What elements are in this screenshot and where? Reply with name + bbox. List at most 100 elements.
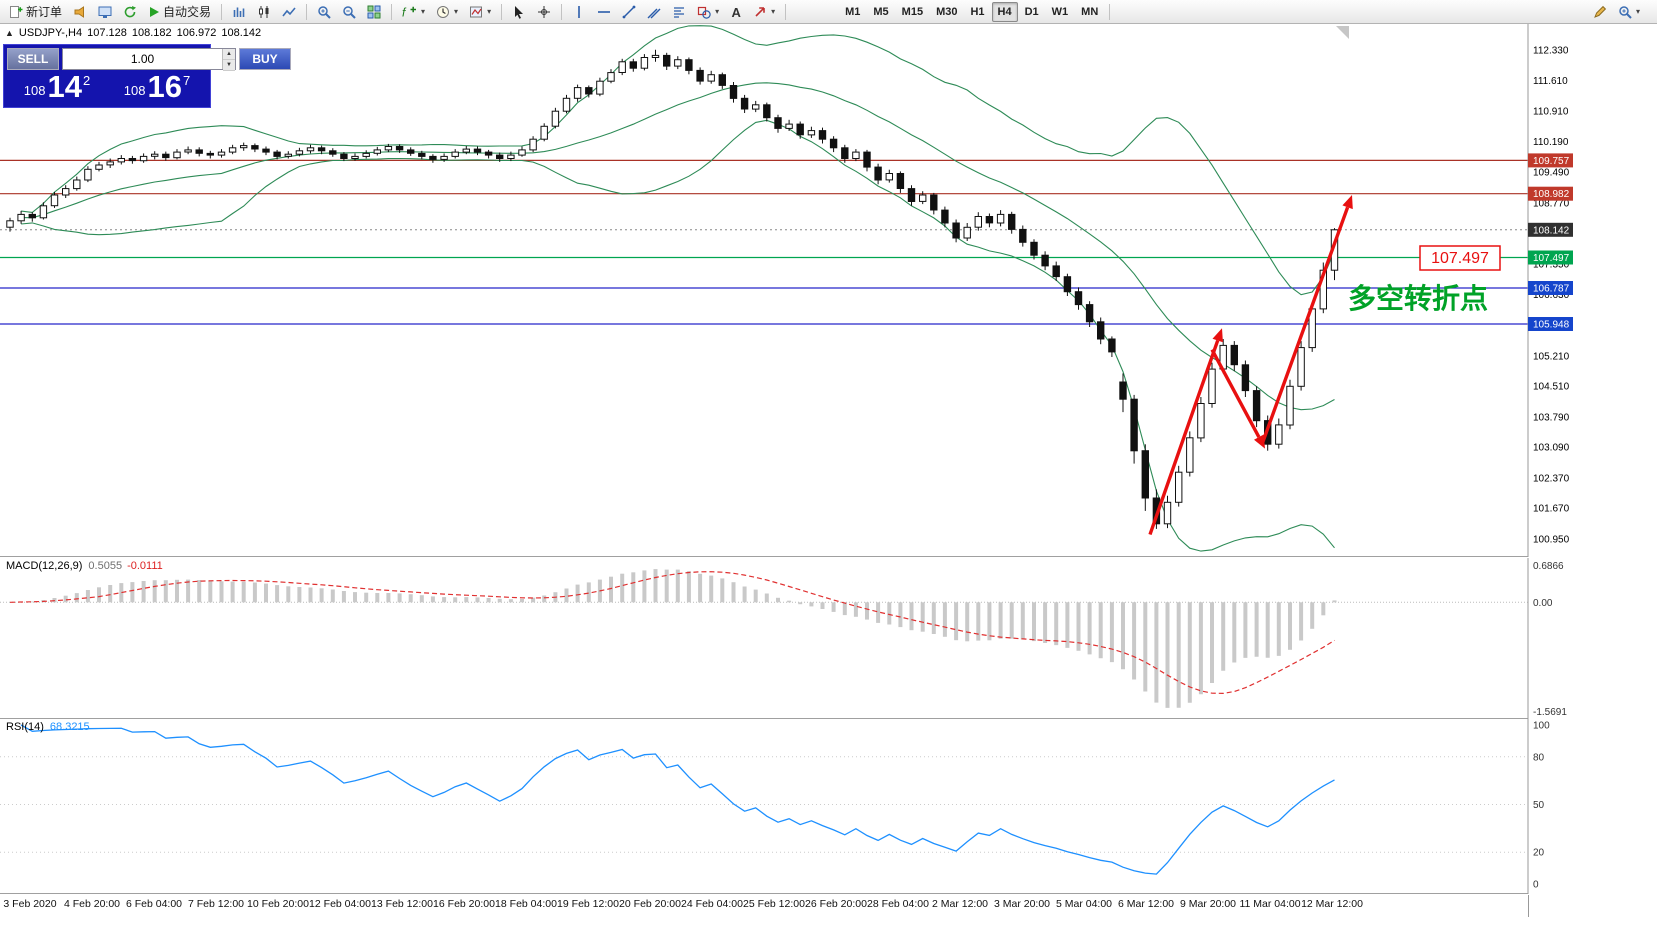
- tf-m1[interactable]: M1: [839, 2, 866, 22]
- periods-button[interactable]: ▾: [431, 2, 463, 22]
- linechart-icon: [282, 5, 296, 19]
- price-axis-label: 108.770: [1533, 198, 1570, 209]
- toolbar: 新订单 自动交易 f ▾ ▾ ▾ ▾ A ▾ M1 M5 M15 M30 H1 H4 D1 W1 MN ▾: [0, 0, 1657, 24]
- horizontal-line-button[interactable]: [592, 2, 616, 22]
- chart-window-button[interactable]: [93, 2, 117, 22]
- crosshair-icon: [537, 5, 551, 19]
- shapes-button[interactable]: ▾: [692, 2, 724, 22]
- main-chart-canvas[interactable]: 多空转折点 107.497 112.330 111.610 110.910 110.190…: [0, 24, 1657, 557]
- time-axis-label: 3 Feb 2020: [3, 898, 57, 910]
- tf-h4[interactable]: H4: [991, 1, 1018, 22]
- sell-button[interactable]: SELL: [7, 48, 59, 70]
- time-axis-label: 2 Mar 12:00: [931, 898, 989, 910]
- svg-text:107.497: 107.497: [1431, 250, 1489, 267]
- macd-signal-line: [9, 571, 1335, 695]
- indicators-button[interactable]: f ▾: [397, 2, 430, 22]
- bollinger-middle-band: [21, 82, 1335, 411]
- hline-icon: [597, 5, 611, 19]
- fibo-icon: [672, 5, 686, 19]
- macd-panel: 0.6866 0.00 -1.5691 MACD(12,26,9) 0.5055 -0.…: [0, 558, 1657, 719]
- caret-down-icon: ▾: [1635, 7, 1640, 16]
- time-axis-label: 18 Feb 04:00: [495, 898, 557, 910]
- toolbar-separator: [1109, 3, 1111, 20]
- refresh-button[interactable]: [118, 2, 142, 22]
- tf-h1[interactable]: H1: [964, 2, 990, 22]
- text-button[interactable]: A: [725, 2, 747, 22]
- time-axis-label: 20 Feb 20:00: [619, 898, 681, 910]
- price-axis-label: 112.330: [1533, 45, 1569, 56]
- caret-down-icon: ▾: [421, 7, 426, 16]
- time-axis-label: 10 Feb 20:00: [247, 898, 309, 910]
- toolbar-separator: [221, 3, 223, 20]
- volume-down-button[interactable]: ▼: [223, 60, 235, 71]
- macd-label: MACD(12,26,9) 0.5055 -0.0111: [6, 560, 163, 572]
- price-axis-label: 105.210: [1533, 351, 1570, 362]
- macd-histogram: [19, 569, 1337, 708]
- price-axis-label: 102.370: [1533, 473, 1570, 484]
- autotrading-button[interactable]: 自动交易: [143, 2, 216, 22]
- zoomin-icon: [317, 5, 331, 19]
- rsi-canvas[interactable]: 100 80 50 20 0: [0, 719, 1657, 894]
- tf-m30[interactable]: M30: [930, 2, 963, 22]
- macd-canvas[interactable]: 0.6866 0.00 -1.5691: [0, 558, 1657, 719]
- price-axis-label: 100.950: [1533, 534, 1570, 545]
- tf-m15[interactable]: M15: [896, 2, 929, 22]
- tf-m5[interactable]: M5: [867, 2, 894, 22]
- neworder-icon: [9, 5, 23, 19]
- price-axis-label: 104.510: [1533, 381, 1570, 392]
- time-axis-label: 19 Feb 12:00: [557, 898, 619, 910]
- candle-chart-button[interactable]: [252, 2, 276, 22]
- price-tag: 105.948: [1528, 317, 1573, 331]
- button-label: W1: [1051, 5, 1069, 18]
- symbol-period-label: USDJPY-,H4: [18, 27, 83, 39]
- alert-button[interactable]: [68, 2, 92, 22]
- price-axis-label: 111.610: [1533, 76, 1568, 87]
- rsi-line: [20, 724, 1335, 875]
- time-axis-label: 12 Mar 12:00: [1301, 898, 1363, 910]
- time-axis-label: 13 Feb 12:00: [371, 898, 433, 910]
- button-label: D1: [1024, 5, 1039, 18]
- toolbar-separator: [785, 3, 787, 20]
- channel-button[interactable]: [642, 2, 666, 22]
- svg-text:108.982: 108.982: [1533, 189, 1570, 200]
- fibonacci-button[interactable]: [667, 2, 691, 22]
- tf-w1[interactable]: W1: [1046, 2, 1075, 22]
- bar-chart-button[interactable]: [227, 2, 251, 22]
- crosshair-button[interactable]: [532, 2, 556, 22]
- zoom-in-button[interactable]: [312, 2, 336, 22]
- line-chart-button[interactable]: [277, 2, 301, 22]
- templates-button[interactable]: ▾: [464, 2, 496, 22]
- one-click-collapse-icon[interactable]: ▲: [5, 28, 14, 38]
- cursor-button[interactable]: [507, 2, 531, 22]
- time-axis[interactable]: 3 Feb 2020 4 Feb 20:00 6 Feb 04:00 7 Feb 12…: [0, 895, 1657, 917]
- play-icon: [148, 6, 160, 18]
- search-button[interactable]: ▾: [1613, 2, 1645, 22]
- one-click-trading-panel: SELL ▲ ▼ BUY 108 14 2 108 16 7: [3, 44, 291, 108]
- price-tag: 108.982: [1528, 186, 1573, 201]
- rsi-panel: 100 80 50 20 0 RSI(14) 68.3215: [0, 719, 1657, 894]
- svg-text:107.497: 107.497: [1533, 253, 1570, 264]
- tile-windows-button[interactable]: [362, 2, 386, 22]
- arrows-button[interactable]: ▾: [748, 2, 780, 22]
- bollinger-upper-band: [21, 25, 1336, 296]
- toolbar-separator: [501, 3, 503, 20]
- button-label: M15: [901, 5, 924, 18]
- zoom-out-button[interactable]: [337, 2, 361, 22]
- zoomin-icon: [1618, 5, 1632, 19]
- bar-close-value: 108.142: [221, 27, 262, 39]
- button-label: M30: [936, 5, 958, 18]
- vertical-line-button[interactable]: [567, 2, 591, 22]
- rsi-axis-label: 100: [1533, 721, 1550, 732]
- buy-button[interactable]: BUY: [239, 48, 291, 70]
- tf-mn[interactable]: MN: [1075, 2, 1104, 22]
- tf-d1[interactable]: D1: [1019, 2, 1045, 22]
- volume-up-button[interactable]: ▲: [223, 49, 235, 60]
- volume-stepper: ▲ ▼: [222, 49, 235, 71]
- template-icon: [469, 5, 483, 19]
- candles-icon: [257, 5, 271, 19]
- draw-tools-button[interactable]: [1588, 2, 1612, 22]
- chart-shift-marker: [1336, 26, 1349, 39]
- trendline-button[interactable]: [617, 2, 641, 22]
- volume-input[interactable]: [63, 49, 222, 69]
- new-order-button[interactable]: 新订单: [4, 2, 67, 22]
